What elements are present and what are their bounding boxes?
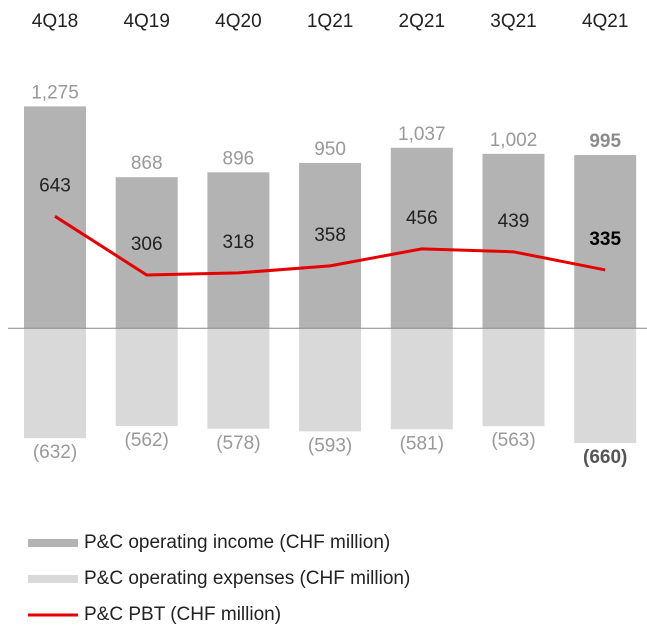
value-label: 335: [589, 229, 621, 250]
legend-label: P&C operating expenses (CHF million): [84, 568, 410, 589]
value-label: (562): [125, 430, 169, 451]
legend-swatch: [28, 575, 78, 583]
legend-label: P&C PBT (CHF million): [84, 604, 281, 625]
category-label: 2Q21: [399, 11, 445, 32]
value-label: 995: [589, 131, 621, 152]
category-label: 4Q21: [582, 11, 628, 32]
bar: [24, 328, 86, 439]
bar: [574, 155, 637, 329]
bar: [115, 177, 178, 329]
legend-label: P&C operating income (CHF million): [84, 532, 390, 553]
value-label: (581): [400, 433, 444, 454]
bar: [207, 172, 270, 329]
value-label: (563): [491, 430, 535, 451]
bar: [115, 328, 178, 426]
value-label: 456: [406, 208, 438, 229]
value-label: (632): [33, 442, 77, 463]
value-label: 1,002: [490, 130, 538, 151]
category-label: 1Q21: [307, 11, 353, 32]
bar: [482, 153, 545, 329]
value-label: 306: [131, 234, 163, 255]
bar: [390, 147, 453, 329]
category-label: 4Q19: [123, 11, 169, 32]
bar: [299, 328, 362, 432]
value-label: 643: [39, 175, 71, 196]
bar: [482, 328, 545, 427]
bar: [574, 328, 637, 444]
value-label: (578): [216, 433, 260, 454]
bar: [390, 328, 453, 430]
value-label: 868: [131, 153, 163, 174]
bar: [207, 328, 270, 429]
value-label: 318: [223, 232, 255, 253]
bar: [299, 162, 362, 329]
value-label: 439: [498, 211, 530, 232]
category-label: 4Q20: [215, 11, 261, 32]
category-label: 4Q18: [32, 11, 78, 32]
line: [54, 215, 606, 277]
value-label: 896: [223, 148, 255, 169]
legend-swatch: [28, 539, 78, 547]
value-label: 1,037: [398, 124, 446, 145]
value-label: (593): [308, 435, 352, 456]
category-label: 3Q21: [490, 11, 536, 32]
value-label: 358: [314, 225, 346, 246]
value-label: 1,275: [31, 82, 79, 103]
value-label: (660): [583, 447, 627, 468]
value-label: 950: [314, 139, 346, 160]
